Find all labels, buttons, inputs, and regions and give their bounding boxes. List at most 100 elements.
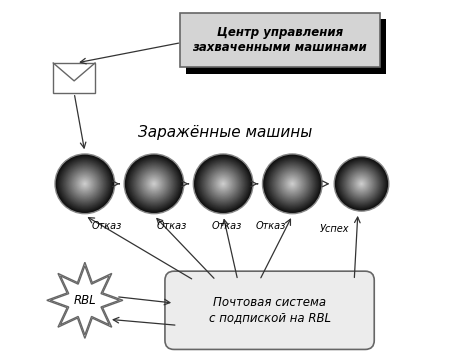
Circle shape [204, 165, 243, 203]
Circle shape [141, 171, 167, 197]
Circle shape [207, 167, 239, 200]
Circle shape [335, 158, 388, 210]
Circle shape [149, 179, 159, 189]
Circle shape [71, 170, 99, 198]
Circle shape [288, 180, 297, 188]
Circle shape [145, 174, 163, 193]
Circle shape [265, 157, 320, 211]
Circle shape [334, 157, 389, 211]
Circle shape [341, 163, 382, 205]
Circle shape [289, 181, 296, 187]
Circle shape [142, 171, 166, 196]
Circle shape [220, 181, 226, 187]
Circle shape [198, 159, 248, 209]
Circle shape [220, 181, 226, 187]
Circle shape [130, 159, 179, 209]
Circle shape [271, 163, 314, 205]
Circle shape [336, 158, 387, 209]
Circle shape [142, 172, 166, 196]
Circle shape [60, 159, 109, 209]
Circle shape [218, 179, 228, 189]
Circle shape [133, 163, 176, 205]
Circle shape [274, 166, 310, 202]
Circle shape [272, 164, 312, 204]
Circle shape [223, 183, 224, 184]
Circle shape [350, 172, 373, 195]
Text: Заражённые машины: Заражённые машины [138, 125, 312, 141]
Circle shape [125, 155, 183, 213]
Circle shape [339, 161, 384, 206]
Circle shape [58, 157, 112, 211]
Circle shape [359, 181, 365, 187]
Circle shape [196, 156, 251, 211]
Circle shape [147, 177, 161, 190]
Circle shape [280, 171, 305, 196]
Circle shape [346, 168, 378, 200]
Circle shape [266, 158, 318, 210]
Circle shape [132, 162, 176, 206]
Circle shape [348, 170, 375, 197]
Circle shape [216, 177, 230, 191]
Circle shape [264, 156, 320, 212]
Circle shape [84, 183, 86, 185]
Circle shape [220, 180, 227, 187]
Circle shape [355, 177, 368, 191]
Circle shape [67, 166, 103, 202]
Circle shape [130, 160, 178, 208]
Circle shape [351, 173, 372, 194]
Circle shape [281, 173, 304, 195]
Circle shape [71, 170, 99, 198]
Circle shape [216, 176, 231, 192]
Circle shape [197, 157, 250, 210]
Circle shape [74, 173, 96, 195]
Circle shape [139, 169, 169, 199]
Circle shape [276, 167, 309, 200]
Circle shape [60, 159, 110, 209]
Circle shape [262, 154, 322, 214]
Circle shape [285, 176, 300, 191]
Circle shape [83, 182, 86, 185]
Circle shape [124, 154, 184, 214]
Circle shape [337, 159, 386, 208]
Circle shape [196, 157, 250, 211]
FancyBboxPatch shape [53, 63, 95, 93]
Circle shape [134, 163, 175, 204]
Circle shape [290, 182, 295, 186]
Circle shape [74, 173, 95, 194]
Circle shape [342, 165, 381, 203]
Circle shape [69, 168, 100, 199]
Circle shape [283, 174, 302, 193]
Circle shape [202, 162, 245, 205]
Circle shape [352, 175, 371, 193]
Circle shape [343, 165, 380, 203]
Circle shape [345, 167, 378, 200]
Circle shape [337, 159, 387, 209]
Circle shape [74, 173, 96, 195]
Circle shape [269, 160, 316, 207]
Circle shape [344, 167, 378, 201]
Circle shape [347, 170, 375, 198]
Circle shape [131, 161, 177, 207]
Circle shape [196, 157, 250, 211]
Circle shape [72, 171, 97, 196]
Circle shape [151, 181, 157, 187]
Circle shape [70, 169, 100, 199]
Circle shape [150, 180, 158, 187]
Circle shape [266, 157, 319, 211]
Circle shape [65, 165, 104, 203]
Circle shape [286, 178, 299, 190]
Circle shape [148, 178, 160, 190]
Circle shape [343, 165, 380, 202]
Circle shape [63, 163, 106, 205]
Circle shape [222, 183, 224, 185]
Circle shape [349, 171, 374, 197]
Circle shape [266, 158, 319, 210]
Circle shape [82, 181, 88, 187]
Circle shape [81, 181, 88, 187]
Circle shape [213, 174, 233, 194]
Circle shape [209, 169, 238, 198]
Circle shape [208, 169, 238, 199]
Circle shape [336, 158, 387, 210]
Circle shape [75, 174, 95, 194]
Circle shape [290, 181, 295, 186]
